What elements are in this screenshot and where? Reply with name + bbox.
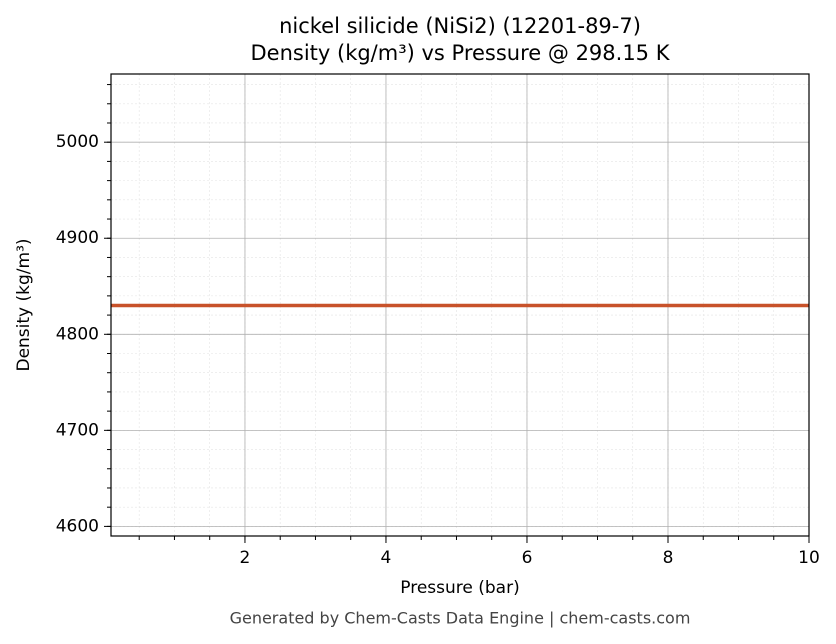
x-axis-label: Pressure (bar) [400,578,519,598]
x-tick-label: 6 [522,548,533,568]
chart-subtitle: Density (kg/m³) vs Pressure @ 298.15 K [250,41,670,65]
x-tick-label: 8 [663,548,674,568]
x-tick-label: 4 [381,548,392,568]
x-tick-label: 2 [240,548,251,568]
y-tick-label: 4600 [56,516,99,536]
y-tick-label: 4700 [56,420,99,440]
y-tick-label: 4800 [56,324,99,344]
x-tick-label: 10 [798,548,820,568]
y-tick-label: 4900 [56,228,99,248]
y-axis-label: Density (kg/m³) [14,238,34,371]
y-tick-label: 5000 [56,132,99,152]
footer: Generated by Chem-Casts Data Engine | ch… [230,609,691,628]
plot-frame [110,73,810,537]
chart-title: nickel silicide (NiSi2) (12201-89-7) [279,14,641,38]
